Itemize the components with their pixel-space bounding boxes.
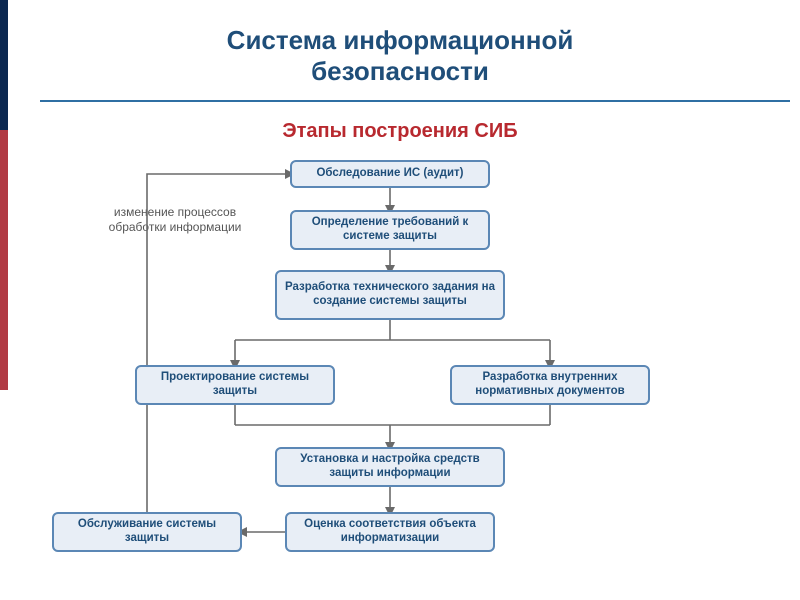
left-border <box>0 0 8 600</box>
node-install: Установка и настройка средств защиты инф… <box>275 447 505 487</box>
left-border-mid <box>0 130 8 390</box>
subtitle: Этапы построения СИБ <box>0 120 800 143</box>
node-reqs: Определение требований к системе защиты <box>290 210 490 250</box>
annotation-change: изменение процессов обработки информации <box>100 205 250 235</box>
title-underline <box>40 100 790 102</box>
node-assess: Оценка соответствия объекта информатизац… <box>285 512 495 552</box>
node-tz: Разработка технического задания на созда… <box>275 270 505 320</box>
node-audit: Обследование ИС (аудит) <box>290 160 490 188</box>
page-title: Система информационнойбезопасности <box>0 25 800 87</box>
node-norms: Разработка внутренних нормативных докуме… <box>450 365 650 405</box>
node-maint: Обслуживание системы защиты <box>52 512 242 552</box>
node-design: Проектирование системы защиты <box>135 365 335 405</box>
